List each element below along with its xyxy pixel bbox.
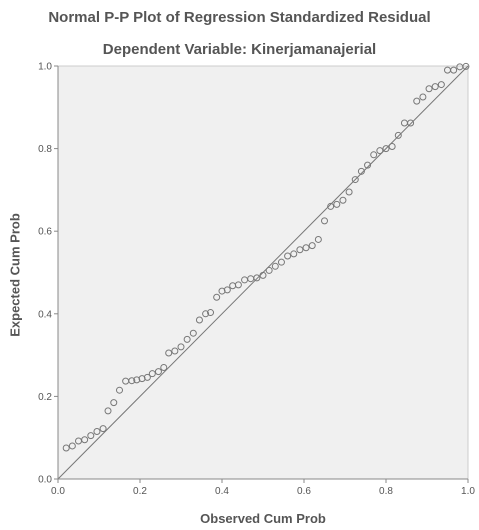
data-point [62, 444, 70, 452]
y-axis-label: Expected Cum Prob [7, 213, 23, 337]
x-tick-label: 0.4 [215, 486, 229, 497]
data-point [413, 97, 421, 105]
data-point [370, 151, 378, 159]
data-point [223, 286, 231, 294]
data-point [148, 370, 156, 378]
data-point [104, 407, 112, 415]
y-tick-label: 0.6 [38, 227, 52, 238]
data-point [171, 347, 179, 355]
data-point [110, 399, 118, 407]
data-point [314, 235, 322, 243]
y-tick-label: 0.8 [38, 144, 52, 155]
data-point [93, 428, 101, 436]
data-point [99, 425, 107, 433]
y-tick-label: 0.4 [38, 309, 52, 320]
chart-title: Normal P-P Plot of Regression Standardiz… [48, 9, 431, 26]
data-point [68, 442, 76, 450]
data-point [271, 262, 279, 270]
data-point [81, 436, 89, 444]
data-point [207, 309, 215, 317]
data-point [87, 432, 95, 440]
data-point [321, 217, 328, 225]
x-tick-label: 0.6 [297, 486, 311, 497]
data-point [177, 343, 185, 351]
x-axis-label: Observed Cum Prob [200, 511, 326, 526]
data-point [265, 266, 273, 274]
data-point [376, 147, 384, 155]
data-point [183, 335, 191, 343]
data-point [128, 377, 136, 385]
data-point [431, 83, 439, 91]
data-point [234, 281, 242, 289]
data-point [425, 85, 433, 93]
data-point [284, 252, 292, 260]
x-tick-label: 0.8 [379, 486, 393, 497]
y-tick-label: 0.0 [38, 475, 52, 486]
data-point [339, 196, 347, 204]
data-point [345, 188, 353, 196]
data-point [382, 145, 390, 153]
data-point [160, 363, 168, 371]
data-point [394, 131, 402, 139]
x-tick-label: 0.2 [133, 486, 147, 497]
data-point [327, 202, 335, 210]
data-point [154, 368, 162, 376]
data-point [143, 373, 151, 381]
data-point [407, 119, 415, 127]
data-point [116, 386, 123, 394]
x-tick-label: 1.0 [461, 486, 475, 497]
data-point [195, 316, 203, 324]
data-point [165, 349, 173, 357]
data-point [333, 200, 341, 208]
data-point [450, 66, 458, 74]
data-point [419, 93, 427, 101]
data-point [388, 143, 396, 151]
data-point [277, 258, 285, 266]
data-point [357, 167, 365, 175]
data-point [189, 329, 197, 337]
data-point [202, 310, 210, 318]
data-point [296, 246, 304, 254]
data-point [351, 176, 359, 184]
chart-subtitle: Dependent Variable: Kinerjamanajerial [102, 41, 377, 58]
data-point [290, 250, 298, 258]
data-point [462, 62, 470, 70]
y-tick-label: 1.0 [38, 62, 52, 73]
data-point [259, 271, 267, 279]
x-tick-label: 0.0 [51, 486, 65, 497]
data-point [364, 161, 372, 169]
data-point [253, 274, 261, 282]
data-point [302, 244, 310, 252]
y-tick-label: 0.2 [38, 392, 52, 403]
data-point [308, 242, 316, 250]
data-point [437, 81, 445, 89]
data-point [213, 293, 221, 301]
